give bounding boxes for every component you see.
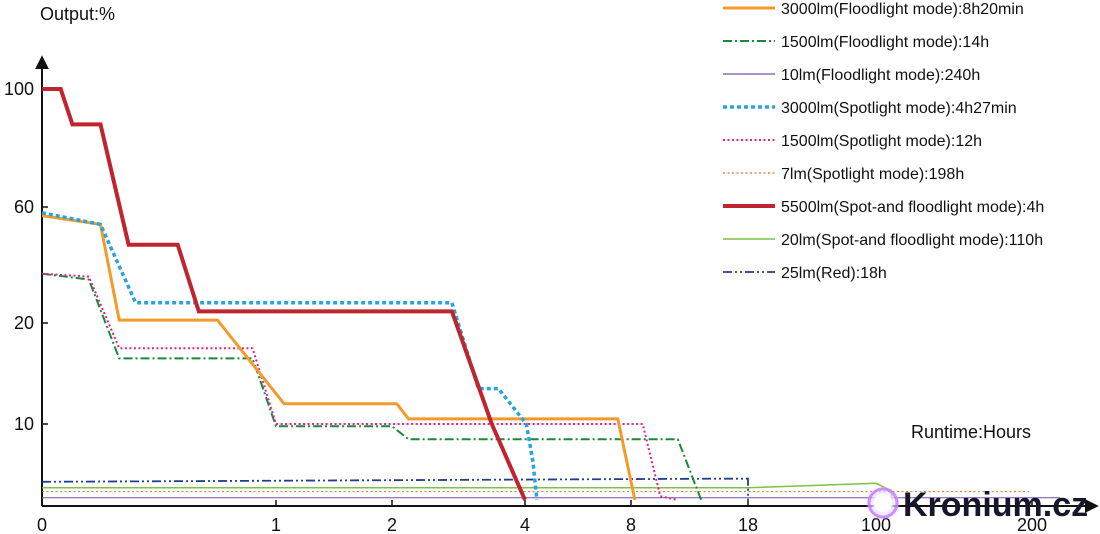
y-tick-label: 20	[14, 313, 34, 333]
x-tick-label: 200	[1017, 515, 1047, 534]
x-tick-label: 2	[387, 515, 397, 534]
series-line	[41, 214, 637, 501]
legend-label: 20lm(Spot-and floodlight mode):110h	[781, 232, 1043, 249]
x-axis-title: Runtime:Hours	[911, 422, 1031, 442]
legend-label: 25lm(Red):18h	[781, 265, 887, 282]
y-tick-group: 10 20 60 100	[4, 79, 48, 434]
series-line	[41, 272, 679, 501]
legend-label: 10lm(Floodlight mode):240h	[781, 67, 980, 84]
brand-orb-ring	[867, 487, 899, 519]
series-line	[42, 87, 527, 501]
x-tick-label: 8	[626, 515, 636, 534]
brand-logo: Kronium.cz	[865, 485, 1088, 524]
x-tick-label: 18	[738, 515, 758, 534]
legend-label: 7lm(Spotlight mode):198h	[781, 166, 964, 183]
legend-label: 1500lm(Spotlight mode):12h	[781, 133, 982, 150]
y-tick-label: 60	[14, 197, 34, 217]
x-tick-label: 1	[271, 515, 281, 534]
legend-label: 3000lm(Spotlight mode):4h27min	[781, 100, 1017, 117]
legend-label: 5500lm(Spot-and floodlight mode):4h	[781, 199, 1044, 216]
y-tick-label: 100	[4, 79, 34, 99]
brand-orb-core	[874, 494, 892, 512]
y-axis-title: Output:%	[40, 4, 115, 24]
legend-label: 3000lm(Floodlight mode):8h20min	[781, 1, 1024, 18]
x-tick-label: 0	[37, 515, 47, 534]
y-tick-label: 10	[14, 414, 34, 434]
brand-text: Kronium.cz	[903, 486, 1088, 524]
series-line	[41, 477, 749, 500]
series-layer	[41, 87, 1060, 501]
legend-label: 1500lm(Floodlight mode):14h	[781, 34, 989, 51]
x-tick-label: 4	[520, 515, 530, 534]
legend: 3000lm(Floodlight mode):8h20min 1500lm(Fl…	[723, 1, 1044, 282]
series-line	[41, 211, 539, 501]
series-line	[41, 272, 703, 501]
